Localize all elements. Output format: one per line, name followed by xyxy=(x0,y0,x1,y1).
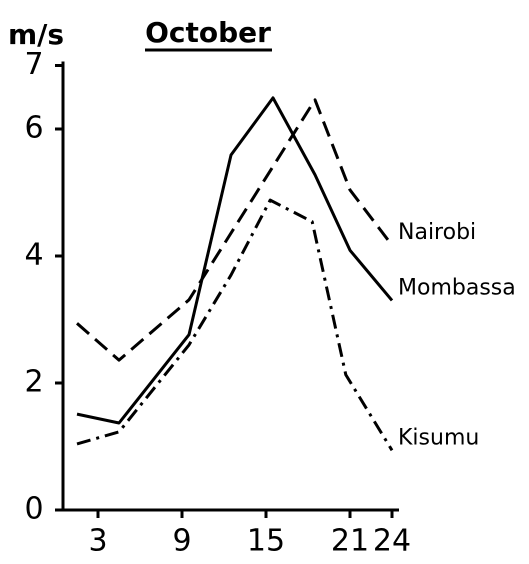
y-tick-label: 0 xyxy=(24,492,43,527)
series-line xyxy=(76,198,394,452)
x-tick-label: 3 xyxy=(88,524,107,559)
series-line xyxy=(76,96,394,425)
y-tick-label: 6 xyxy=(24,111,43,146)
series-label: Kisumu xyxy=(398,425,479,450)
y-tick-label: 4 xyxy=(24,238,43,273)
series-label: Nairobi xyxy=(398,220,476,245)
x-tick-label: 15 xyxy=(247,524,285,559)
x-tick-label: 21 xyxy=(331,524,369,559)
y-tick-label: 7 xyxy=(24,47,43,82)
chart-title: October xyxy=(145,16,271,49)
series-line xyxy=(76,98,394,362)
x-tick-label: 9 xyxy=(172,524,191,559)
series-label: Mombassa xyxy=(398,275,516,300)
x-tick-label: 24 xyxy=(373,524,411,559)
y-tick-label: 2 xyxy=(24,365,43,400)
y-axis-label: m/s xyxy=(8,18,64,51)
